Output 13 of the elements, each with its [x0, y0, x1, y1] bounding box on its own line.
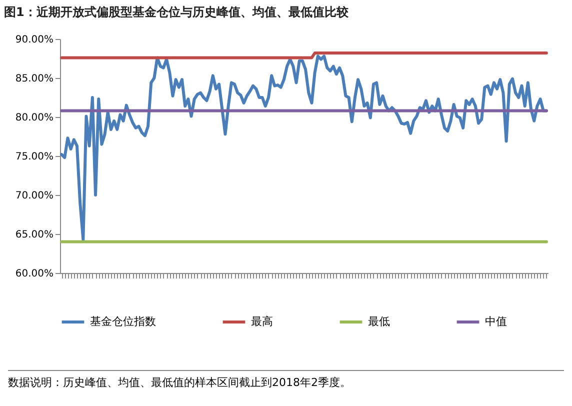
- y-tick-label: 60.00%: [15, 268, 54, 280]
- legend-label: 最高: [251, 315, 273, 328]
- y-tick-label: 90.00%: [15, 34, 54, 46]
- legend-label: 中值: [485, 315, 507, 328]
- y-tick-label: 80.00%: [15, 112, 54, 124]
- y-tick-label: 65.00%: [15, 230, 54, 240]
- y-tick-label: 85.00%: [15, 74, 54, 84]
- y-tick-label: 75.00%: [15, 152, 54, 162]
- text: 数据说明：历史峰值、均值、最低值的样本区间截止到2018年2季度。: [8, 375, 352, 390]
- legend-label: 基金仓位指数: [90, 315, 156, 328]
- y-tick-label: 70.00%: [15, 190, 54, 202]
- chart-title: 图1：近期开放式偏股型基金仓位与历史峰值、均值、最低值比较: [4, 4, 348, 21]
- legend-label: 最低: [368, 315, 390, 328]
